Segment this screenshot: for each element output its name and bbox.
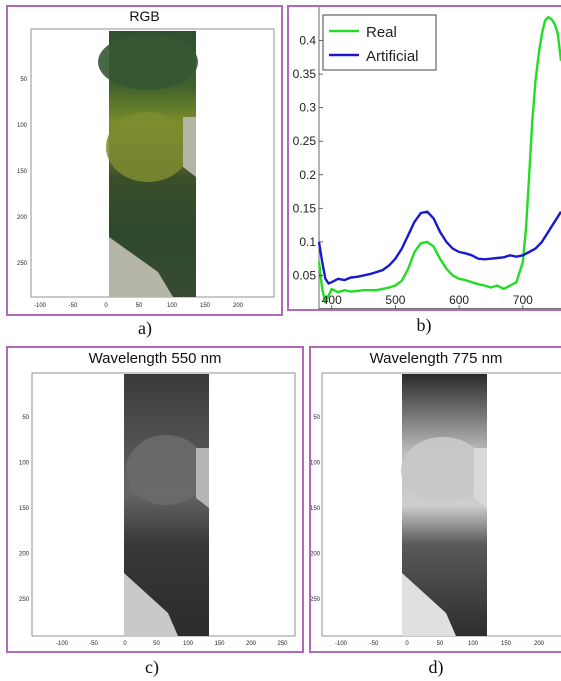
x-tick-label: 600 <box>449 293 469 307</box>
y-tick-label: 200 <box>19 552 30 558</box>
band775-image-axes: -100 -50 0 50 100 150 200 50 100 150 200 250 <box>311 372 561 647</box>
panel-775: Wavelength 775 nm -100 -50 0 50 100 150 200 50 1… <box>309 346 561 653</box>
x-tick-label: 0 <box>405 641 409 647</box>
y-tick-label: 0.3 <box>299 101 316 115</box>
caption-b: b) <box>416 315 432 335</box>
legend-real-label: Real <box>366 24 397 41</box>
y-tick-label: 0.05 <box>293 268 317 282</box>
y-tick-label: 200 <box>17 215 28 221</box>
x-tick-label: -50 <box>69 303 78 309</box>
x-tick-label: 50 <box>437 641 444 647</box>
y-tick-label: 0.2 <box>299 168 316 182</box>
x-tick-label: -50 <box>370 641 379 647</box>
y-tick-label: 0.4 <box>299 34 316 48</box>
x-tick-label: 500 <box>385 293 405 307</box>
x-tick-label: 100 <box>468 641 479 647</box>
y-tick-label: 200 <box>311 552 321 558</box>
caption-d: d) <box>428 657 444 677</box>
y-tick-label: 150 <box>19 506 30 512</box>
x-tick-label: 700 <box>513 293 533 307</box>
legend-box <box>322 14 437 71</box>
y-tick-label: 150 <box>311 506 321 512</box>
panel-title: Wavelength 775 nm <box>369 350 503 367</box>
x-tick-label: 100 <box>167 303 178 309</box>
y-tick-label: 0.15 <box>293 201 317 215</box>
x-tick-label: 150 <box>501 641 512 647</box>
legend-artificial-label: Artificial <box>366 48 419 65</box>
rgb-image-axes: -100 -50 0 50 100 150 200 50 100 150 200 250 <box>17 28 275 309</box>
x-tick-label: -100 <box>335 641 348 647</box>
y-tick-label: 250 <box>19 597 30 603</box>
panel-spectrum: 0.05 0.1 0.15 0.2 0.25 0.3 0.35 0.4 400 500 600 70… <box>287 5 561 311</box>
x-tick-label: 50 <box>136 303 143 309</box>
y-tick-label: 50 <box>313 415 320 421</box>
panel-title: Wavelength 550 nm <box>88 350 222 367</box>
x-tick-label: 0 <box>104 303 108 309</box>
panel-title: RGB <box>129 8 160 24</box>
x-tick-label: 100 <box>183 641 194 647</box>
y-tick-label: 50 <box>22 415 29 421</box>
caption-c: c) <box>145 657 159 677</box>
y-tick-label: 150 <box>17 169 28 175</box>
y-tick-label: 0.25 <box>293 134 317 148</box>
series-line-real <box>317 15 561 304</box>
y-tick-label: 0.35 <box>293 67 317 81</box>
y-tick-label: 100 <box>19 461 30 467</box>
x-tick-label: 200 <box>233 303 244 309</box>
y-tick-label: 250 <box>17 261 28 267</box>
caption-a: a) <box>138 318 152 338</box>
series-line-artificial <box>317 210 561 285</box>
y-tick-label: 250 <box>311 597 321 603</box>
x-tick-label: -50 <box>89 641 98 647</box>
x-tick-label: 250 <box>277 641 288 647</box>
x-tick-label: 200 <box>534 641 545 647</box>
panel-rgb: RGB -100 -50 0 50 100 150 200 50 100 150 200 250 <box>6 5 283 316</box>
x-tick-label: 50 <box>153 641 160 647</box>
y-tick-label: 100 <box>17 123 28 129</box>
x-tick-label: 200 <box>246 641 257 647</box>
spectrum-chart: 0.05 0.1 0.15 0.2 0.25 0.3 0.35 0.4 400 500 600 70… <box>293 7 561 309</box>
x-tick-label: -100 <box>56 641 69 647</box>
y-tick-label: 0.1 <box>299 235 316 249</box>
y-tick-label: 100 <box>311 461 321 467</box>
panel-550: Wavelength 550 nm -100 -50 0 50 100 150 200 250… <box>6 346 304 653</box>
x-tick-label: 400 <box>322 293 342 307</box>
band550-image-axes: -100 -50 0 50 100 150 200 250 50 100 150 200 250 <box>19 372 296 647</box>
x-tick-label: 0 <box>123 641 127 647</box>
x-tick-label: 150 <box>200 303 211 309</box>
x-tick-label: -100 <box>34 303 47 309</box>
x-tick-label: 150 <box>214 641 225 647</box>
y-tick-label: 50 <box>20 77 27 83</box>
